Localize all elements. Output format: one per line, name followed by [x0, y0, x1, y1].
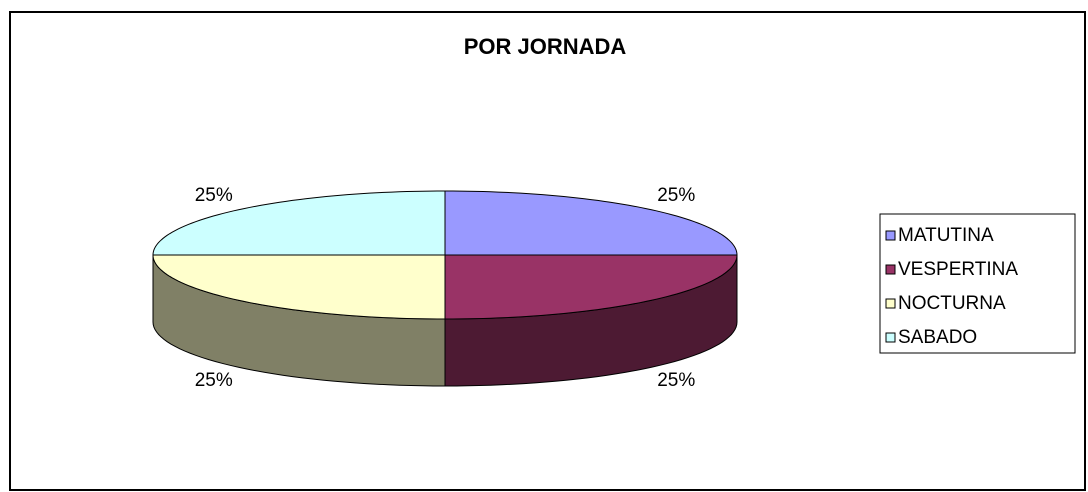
legend-swatch: [885, 298, 896, 309]
legend-swatch: [885, 332, 896, 343]
data-label: 25%: [195, 370, 233, 391]
slice: [152, 190, 446, 256]
data-label: 25%: [657, 370, 695, 391]
legend-swatch: [885, 264, 896, 275]
legend-box: [879, 213, 1076, 354]
slice: [152, 254, 446, 320]
legend-label: MATUTINA: [898, 225, 994, 246]
data-label: 25%: [195, 185, 233, 206]
legend-label: SABADO: [898, 327, 977, 348]
chart-title: POR JORNADA: [464, 34, 627, 59]
legend-swatch: [885, 230, 896, 241]
legend-label: VESPERTINA: [898, 259, 1018, 280]
data-label: 25%: [657, 185, 695, 206]
slice: [444, 190, 738, 256]
slice: [444, 254, 738, 320]
legend-label: NOCTURNA: [898, 293, 1006, 314]
